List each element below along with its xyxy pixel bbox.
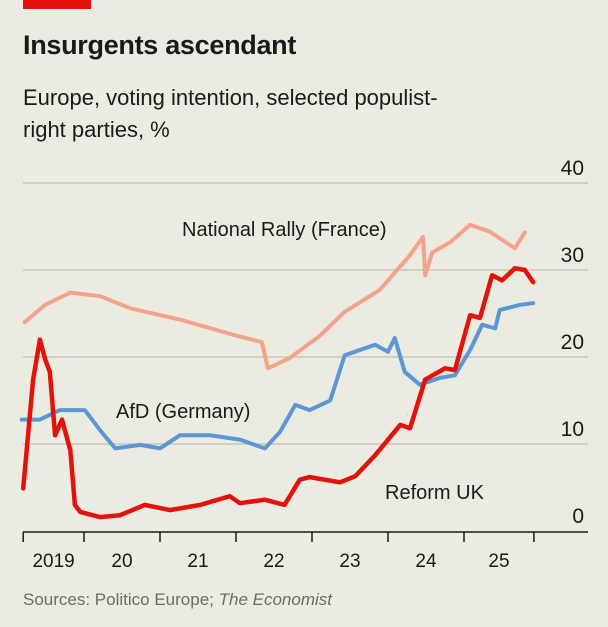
x-tick-label: 25	[488, 551, 509, 572]
series-line-afd	[19, 301, 536, 451]
x-tick-label: 21	[187, 551, 208, 572]
source-note: Sources: Politico Europe; The Economist	[23, 590, 332, 610]
x-tick-label: 24	[415, 551, 437, 572]
brand-accent-bar	[23, 0, 91, 9]
x-tick-label: 2019	[32, 551, 74, 572]
x-tick-label: 22	[263, 551, 284, 572]
x-tick-label: 20	[111, 551, 132, 572]
series-line-reform-uk	[20, 266, 536, 520]
series-line-national-rally	[22, 222, 527, 371]
series-label: National Rally (France)	[182, 219, 387, 241]
x-tick-label: 23	[339, 551, 360, 572]
chart-title: Insurgents ascendant	[23, 30, 297, 60]
y-tick-label: 20	[561, 331, 584, 354]
series-label: AfD (Germany)	[116, 401, 250, 423]
y-tick-label: 10	[561, 418, 584, 441]
y-tick-label: 0	[572, 505, 584, 528]
source-prefix: Sources: Politico Europe;	[23, 590, 219, 609]
y-tick-label: 30	[561, 244, 584, 267]
source-publisher: The Economist	[218, 590, 332, 609]
chart-subtitle: Europe, voting intention, selected popul…	[23, 85, 438, 142]
y-tick-label: 40	[561, 157, 584, 180]
series-label: Reform UK	[385, 482, 485, 504]
